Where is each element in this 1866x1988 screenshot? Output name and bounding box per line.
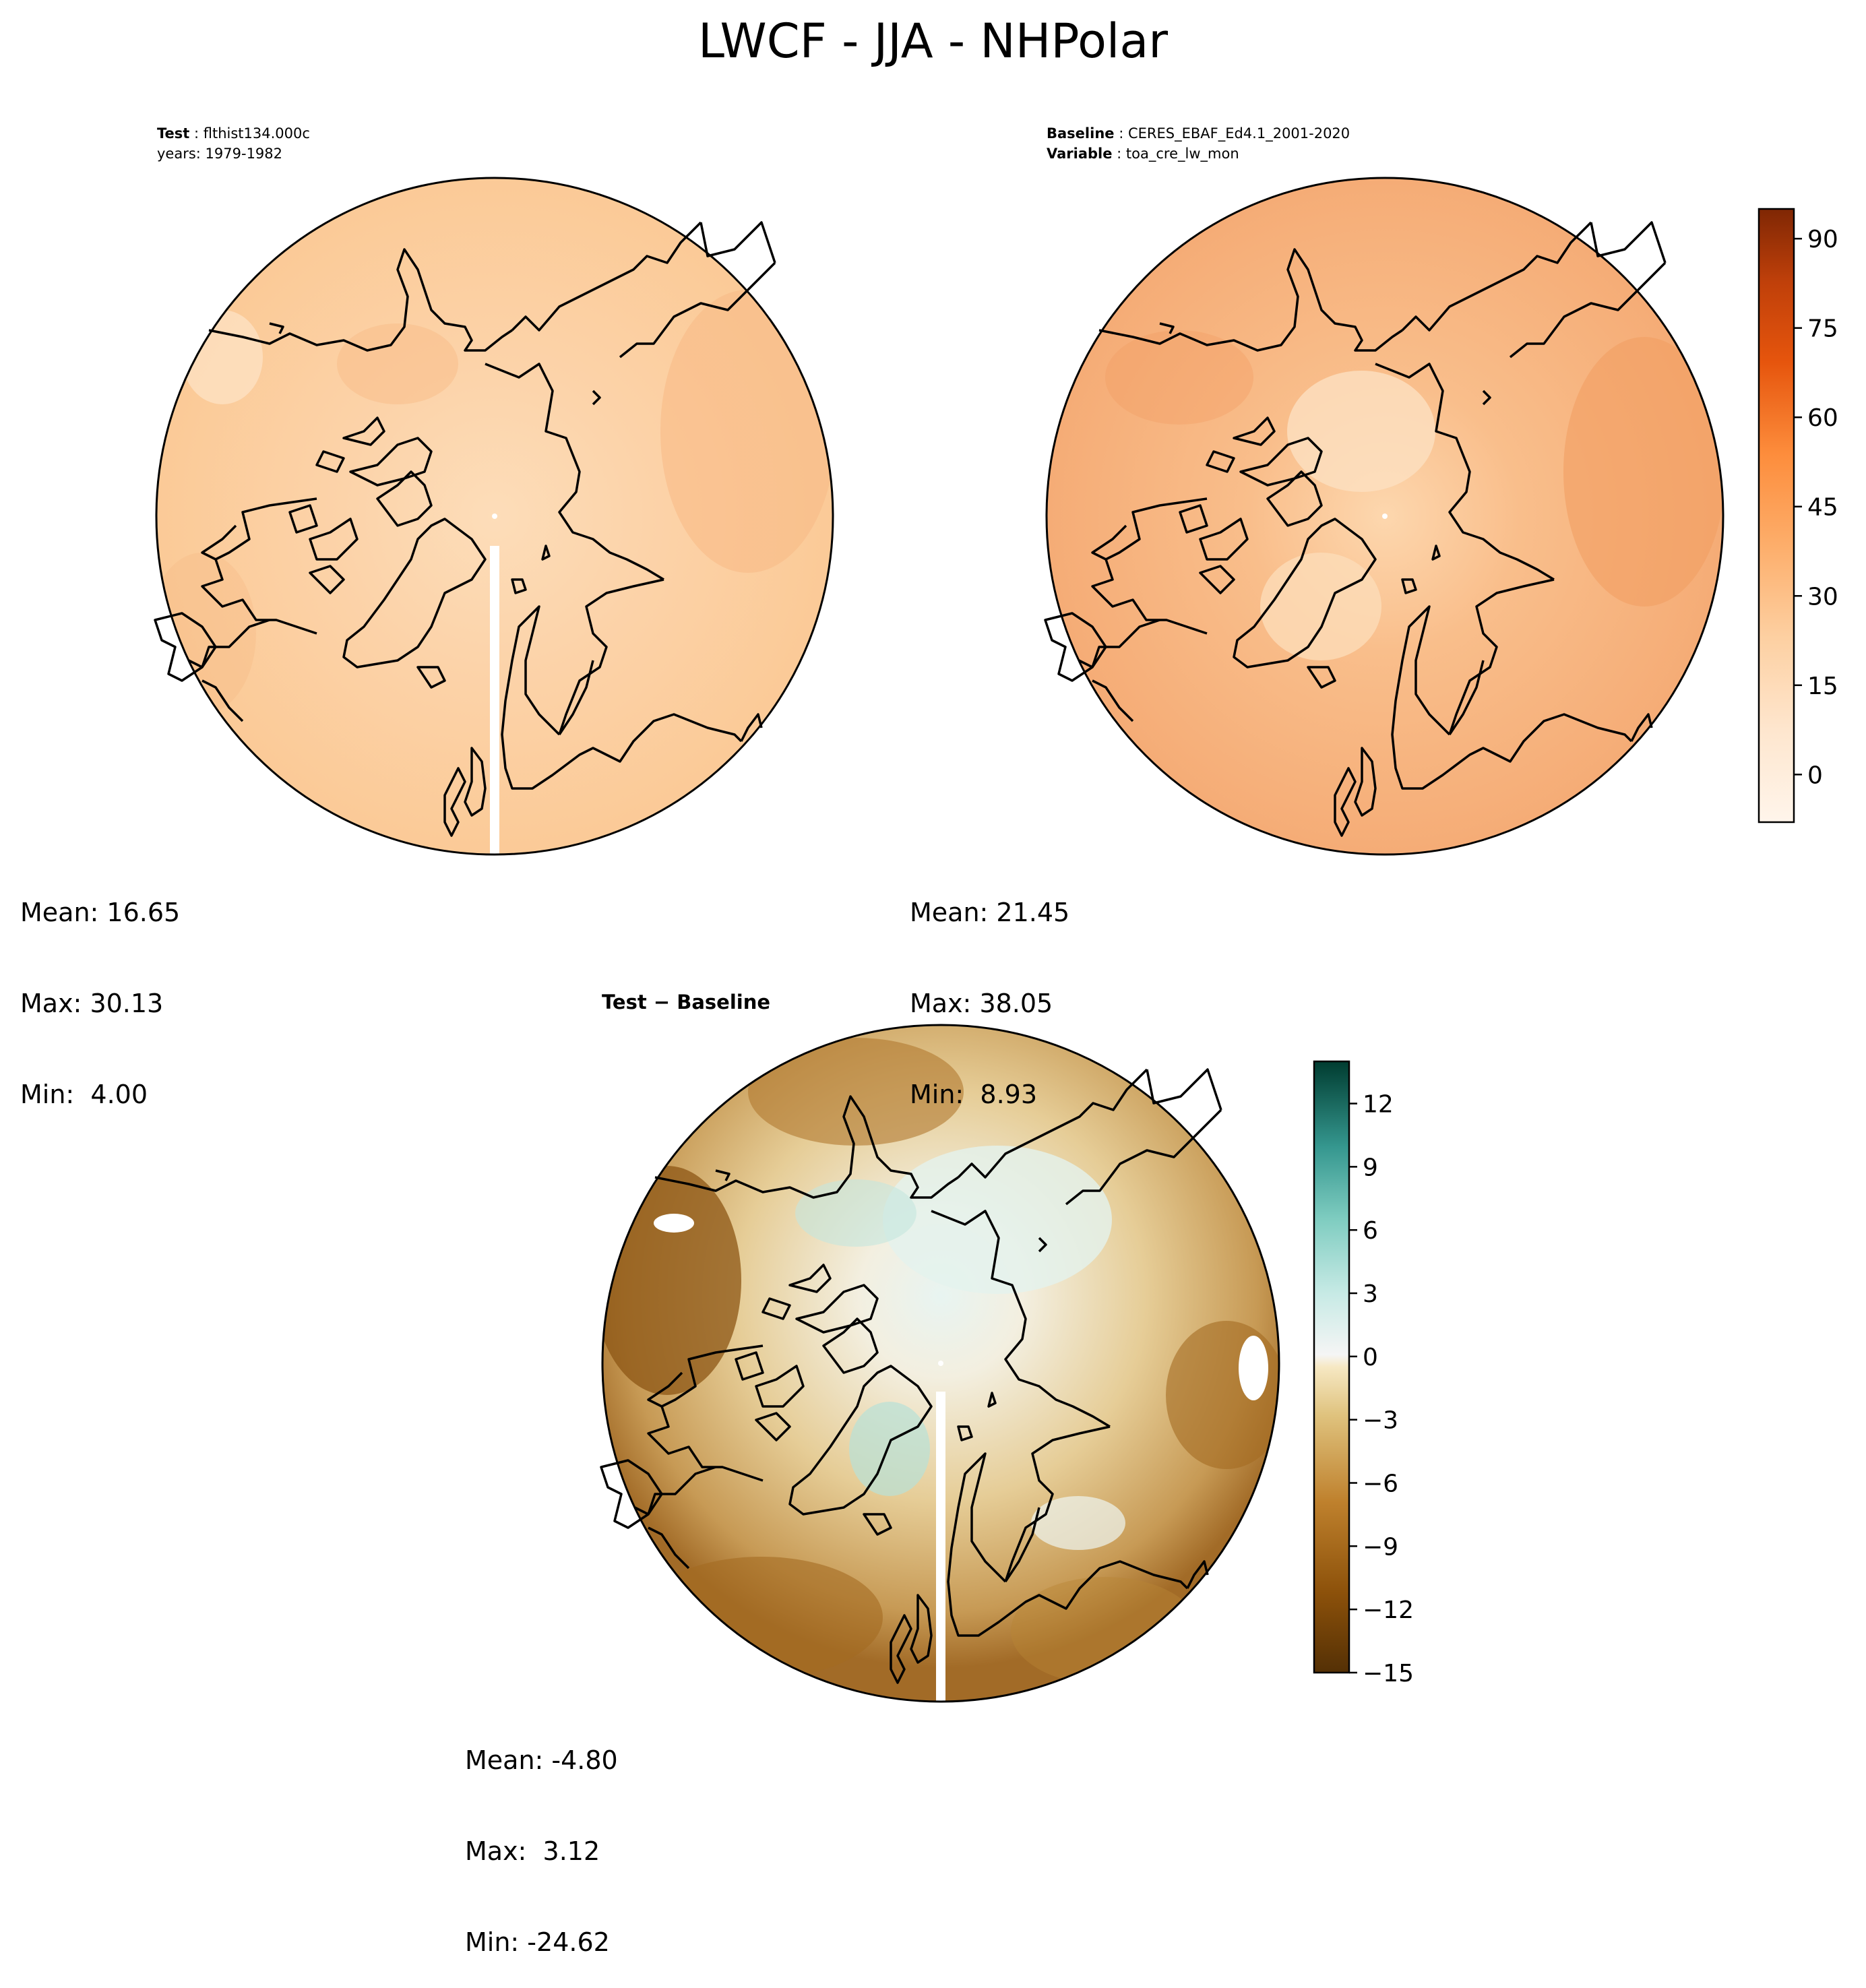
test-meta-line1: Test : flthist134.000c <box>157 125 310 142</box>
diff-mean: Mean: -4.80 <box>465 1745 618 1775</box>
colorbar-oranges-tick-label: 75 <box>1807 315 1838 343</box>
colorbar-oranges-tick-label: 60 <box>1807 404 1838 432</box>
colorbar-brbg-tick-label: −12 <box>1363 1596 1414 1624</box>
baseline-map-coastlines <box>1044 221 1667 837</box>
colorbar-oranges: 0 15 30 45 60 75 90 <box>1758 208 1838 824</box>
baseline-map-border <box>1045 177 1724 856</box>
colorbar-oranges-bar <box>1758 208 1795 824</box>
colorbar-brbg-tick-label: −15 <box>1363 1660 1414 1687</box>
test-years: years: 1979-1982 <box>157 146 283 162</box>
diff-max: Max: 3.12 <box>465 1836 600 1866</box>
diff-map-pole <box>938 1361 943 1366</box>
test-meta: Test : flthist134.000c years: 1979-1982 <box>157 123 310 164</box>
baseline-stats: Mean: 21.45 Max: 38.05 Min: 8.93 <box>910 837 1069 1140</box>
diff-map-border <box>601 1024 1280 1703</box>
colorbar-oranges-tick-label: 0 <box>1807 762 1823 789</box>
baseline-case-name: CERES_EBAF_Ed4.1_2001-2020 <box>1127 125 1350 142</box>
diff-stats: Mean: -4.80 Max: 3.12 Min: -24.62 <box>465 1685 618 1988</box>
test-mean: Mean: 16.65 <box>20 898 181 927</box>
colorbar-brbg-tick-label: 12 <box>1363 1091 1394 1119</box>
colorbar-brbg-tick-label: 0 <box>1363 1344 1378 1371</box>
baseline-map-pole <box>1382 514 1388 519</box>
baseline-max: Max: 38.05 <box>910 989 1053 1018</box>
colorbar-oranges-tick-label: 30 <box>1807 583 1838 611</box>
colorbar-oranges-tick-label: 45 <box>1807 494 1838 522</box>
figure-title: LWCF - JJA - NHPolar <box>697 13 1169 69</box>
test-map-pole <box>492 514 497 519</box>
baseline-meta-line1: Baseline : CERES_EBAF_Ed4.1_2001-2020 <box>1047 125 1350 142</box>
diff-title: Test − Baseline <box>602 991 771 1014</box>
colorbar-oranges-tick-label: 15 <box>1807 673 1838 700</box>
baseline-min: Min: 8.93 <box>910 1080 1037 1109</box>
colorbar-brbg-tick-label: −3 <box>1363 1407 1398 1435</box>
test-map-coastlines <box>154 221 776 837</box>
colorbar-brbg: −15 −12 −9 −6 −3 0 3 6 9 12 <box>1313 1060 1414 1687</box>
colorbar-brbg-tick-label: 9 <box>1363 1154 1378 1181</box>
baseline-meta: Baseline : CERES_EBAF_Ed4.1_2001-2020 Va… <box>1047 123 1350 164</box>
test-min: Min: 4.00 <box>20 1080 148 1109</box>
variable-key: Variable <box>1047 146 1113 162</box>
colorbar-brbg-tick-label: −9 <box>1363 1533 1398 1561</box>
variable-name: toa_cre_lw_mon <box>1125 146 1239 162</box>
test-meta-key: Test <box>157 125 190 142</box>
colorbar-brbg-tick-label: 6 <box>1363 1217 1378 1245</box>
colorbar-brbg-ticks: −15 −12 −9 −6 −3 0 3 6 9 12 <box>1349 1091 1414 1687</box>
baseline-map <box>1044 177 1724 856</box>
colorbar-brbg-bar <box>1313 1060 1350 1674</box>
baseline-meta-line2: Variable : toa_cre_lw_mon <box>1047 146 1239 162</box>
baseline-mean: Mean: 21.45 <box>910 898 1070 927</box>
colorbar-brbg-tick-label: −6 <box>1363 1470 1398 1498</box>
colorbar-brbg-tick-label: 3 <box>1363 1280 1378 1308</box>
colorbar-oranges-tick-label: 90 <box>1807 226 1838 253</box>
test-case-name: flthist134.000c <box>203 125 310 142</box>
test-max: Max: 30.13 <box>20 989 164 1018</box>
baseline-map-patches <box>1105 330 1723 660</box>
diff-map-coastlines <box>600 1068 1222 1684</box>
test-stats: Mean: 16.65 Max: 30.13 Min: 4.00 <box>20 837 180 1140</box>
test-map-border <box>155 177 834 856</box>
diff-min: Min: -24.62 <box>465 1927 610 1957</box>
colorbar-oranges-ticks: 0 15 30 45 60 75 90 <box>1794 226 1838 789</box>
baseline-meta-key: Baseline <box>1047 125 1115 142</box>
test-map <box>154 177 834 856</box>
